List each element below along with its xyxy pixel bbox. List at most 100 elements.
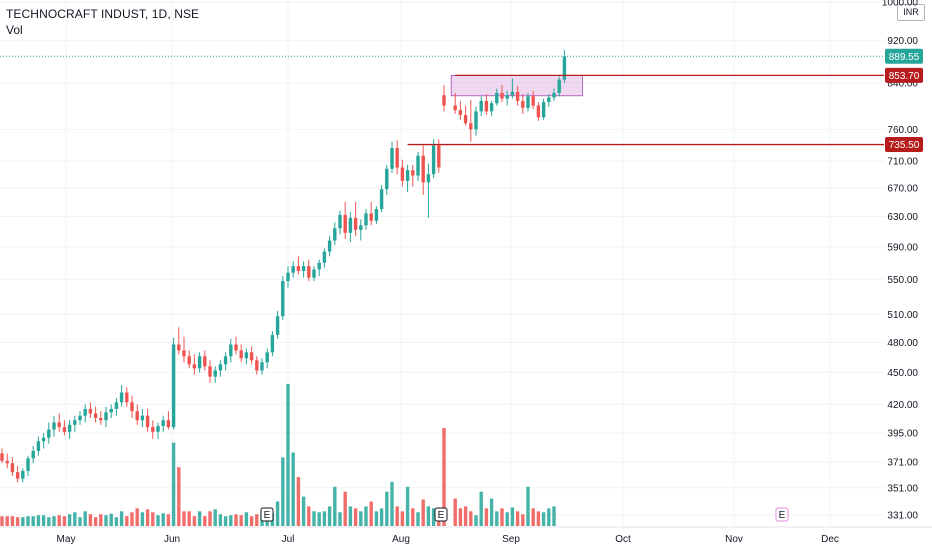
candle-body	[374, 209, 379, 221]
volume-bar	[213, 509, 217, 526]
candle-body	[385, 168, 389, 190]
y-tick-label: 420.00	[887, 400, 918, 411]
volume-bar	[489, 498, 494, 526]
y-tick-label: 840.00	[887, 78, 918, 89]
volume-bar	[547, 508, 551, 526]
volume-bar	[255, 514, 259, 526]
volume-bar	[36, 515, 41, 526]
candle-body	[301, 266, 306, 272]
candle-body	[99, 417, 103, 421]
candle-body	[213, 370, 217, 377]
volume-bar	[312, 511, 316, 526]
y-tick-label: 760.00	[887, 125, 918, 136]
volume-bar	[469, 511, 473, 526]
volume-bar	[145, 509, 150, 526]
volume-bar	[369, 501, 373, 526]
candle-body	[421, 155, 425, 183]
upper-level-tag: 853.70	[889, 71, 920, 82]
candle-body	[26, 458, 30, 471]
volume-bar	[10, 516, 15, 526]
price-tags: 889.55 853.70 735.50	[885, 48, 923, 153]
volume-bar	[187, 511, 191, 526]
y-tick-label: 630.00	[887, 212, 918, 223]
candle-body	[463, 114, 468, 124]
candle-body	[536, 105, 541, 118]
chart-title: TECHNOCRAFT INDUST, 1D, NSE	[6, 7, 200, 21]
candle-body	[400, 167, 405, 181]
candle-body	[36, 441, 41, 451]
candle-body	[307, 266, 311, 278]
candle-body	[395, 148, 399, 168]
candle-body	[286, 272, 290, 282]
volume-bar	[286, 383, 290, 526]
volume-bar	[484, 508, 489, 526]
x-tick-label: Jun	[164, 534, 180, 545]
candle-body	[291, 266, 295, 273]
volume-bar	[526, 486, 530, 526]
volume-bar	[203, 516, 207, 526]
candle-body	[119, 392, 124, 403]
earnings-marker[interactable]	[434, 507, 448, 522]
volume-bar	[171, 442, 176, 526]
volume-bar	[390, 481, 394, 526]
candle-body	[177, 344, 181, 351]
earnings-marker[interactable]	[260, 507, 274, 522]
x-tick-label: Jul	[282, 534, 295, 545]
volume-bar	[453, 498, 457, 526]
candle-body	[171, 344, 176, 428]
volume-bar	[385, 491, 389, 526]
y-tick-label: 920.00	[887, 36, 918, 47]
volume-bar	[5, 516, 9, 526]
y-tick-label: 480.00	[887, 338, 918, 349]
lower-level-tag-bg	[885, 137, 923, 153]
candlesticks	[0, 49, 567, 483]
volume-bar	[541, 512, 546, 526]
horizontal-levels	[0, 55, 884, 146]
volume-bar	[515, 511, 520, 526]
earnings-marker-label: E	[779, 510, 786, 521]
y-tick-label: 590.00	[887, 242, 918, 253]
candle-body	[541, 102, 546, 118]
candle-body	[281, 281, 285, 317]
candle-body	[526, 96, 530, 108]
volume-bar	[364, 506, 368, 526]
volume-bar	[458, 508, 463, 526]
earnings-marker[interactable]	[775, 507, 789, 522]
candle-body	[244, 352, 249, 359]
candle-body	[21, 470, 25, 479]
lower-level-tag: 735.50	[889, 140, 920, 151]
time-axis[interactable]: May Jun Jul Aug Sep Oct Nov Dec	[0, 526, 932, 545]
volume-bar	[500, 508, 504, 526]
volume-bar	[510, 507, 515, 526]
candle-body	[78, 415, 82, 421]
volume-bar	[379, 508, 384, 526]
candle-body	[83, 408, 87, 416]
candle-body	[192, 364, 197, 369]
y-tick-label: 510.00	[887, 310, 918, 321]
volume-bar	[62, 516, 67, 526]
volume-bar	[151, 512, 155, 526]
volume-bar	[135, 508, 139, 526]
volume-bar	[166, 514, 171, 526]
candle-body	[505, 95, 509, 99]
volume-bar	[182, 511, 186, 526]
candle-body	[317, 262, 321, 270]
volume-bar	[218, 514, 223, 526]
volume-bar	[104, 515, 108, 526]
candle-body	[327, 240, 332, 252]
volume-bar	[67, 514, 72, 526]
volume-bar	[239, 515, 243, 526]
candle-body	[353, 217, 358, 230]
volume-bar	[192, 516, 197, 526]
volume-bar	[73, 512, 77, 526]
candle-body	[156, 425, 160, 432]
currency-badge[interactable]: INR	[897, 4, 925, 21]
candle-body	[182, 350, 186, 357]
candle-body	[125, 392, 129, 403]
earnings-marker-label: E	[264, 510, 271, 521]
candle-body	[312, 269, 316, 278]
candle-body	[343, 214, 347, 233]
price-axis[interactable]: 1000.00 920.00 840.00 760.00 710.00 670.00 630…	[882, 0, 919, 522]
